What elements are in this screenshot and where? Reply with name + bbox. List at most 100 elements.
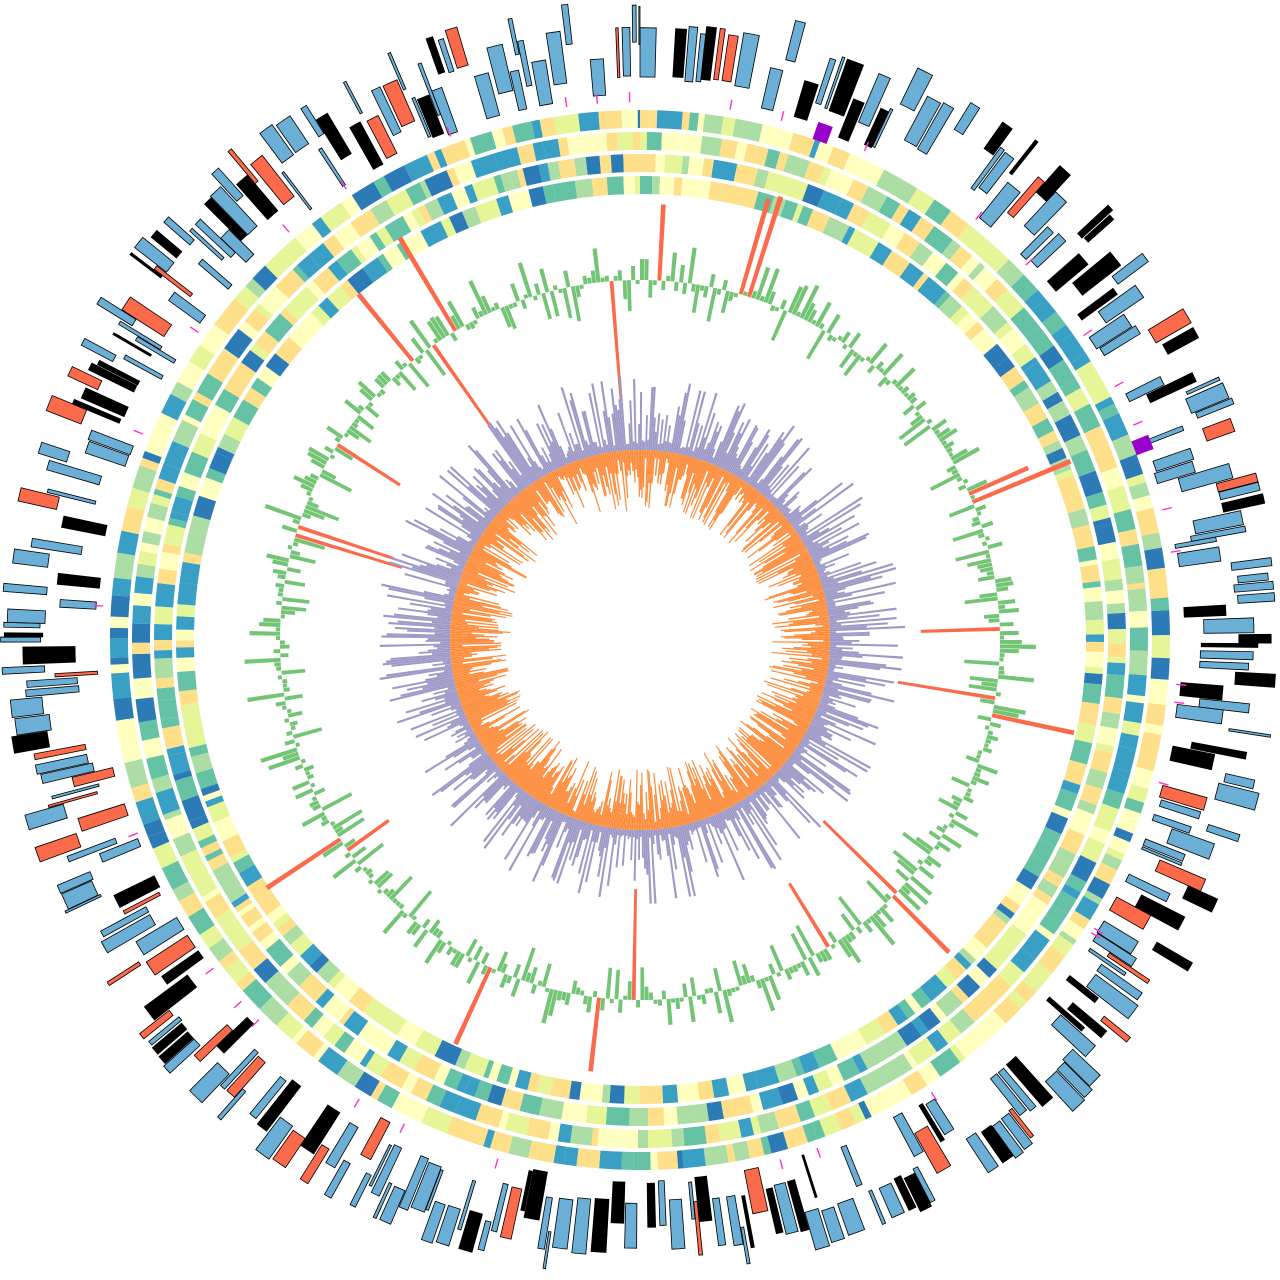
gene-block <box>1176 546 1222 568</box>
gc-inner-bar <box>735 763 758 791</box>
heatmap-cell <box>1039 826 1062 847</box>
skew-bar <box>962 478 969 484</box>
gene-block <box>477 1220 492 1252</box>
gc-inner-bar <box>719 488 756 536</box>
heatmap-cell <box>245 278 266 299</box>
gc-outer-bar <box>426 564 461 579</box>
heatmap-cell <box>200 840 221 857</box>
gc-inner-bar <box>488 524 520 549</box>
gene-block <box>1006 176 1046 219</box>
gc-inner-bar <box>688 813 693 824</box>
skew-bar <box>981 681 998 688</box>
skew-bar <box>998 670 1005 675</box>
skew-bar <box>952 446 981 465</box>
skew-bar <box>866 364 876 374</box>
heatmap-cell <box>1022 974 1041 993</box>
gc-outer-bar <box>430 607 453 613</box>
feature-tick <box>494 1158 499 1169</box>
heatmap-cell <box>303 1007 324 1028</box>
skew-bar <box>902 404 915 416</box>
heatmap-cell <box>351 245 367 264</box>
gene-block <box>129 252 163 279</box>
gc-inner-bar <box>594 455 606 497</box>
gene-block <box>300 1104 341 1155</box>
gc-outer-bar <box>708 448 716 464</box>
gc-inner-bar <box>551 471 564 492</box>
gc-outer-bar <box>598 827 612 898</box>
feature-tick <box>1161 506 1172 511</box>
gc-inner-bar <box>553 775 572 810</box>
gc-inner-bar <box>799 549 809 556</box>
skew-bar <box>272 559 289 567</box>
gc-outer-bar <box>829 657 842 660</box>
gc-outer-bar <box>703 818 708 825</box>
heatmap-cell <box>700 135 723 157</box>
gc-outer-bar <box>508 804 547 871</box>
gc-outer-bar <box>580 821 585 831</box>
heatmap-cell <box>184 723 207 749</box>
heatmap-cell <box>290 933 314 956</box>
gc-outer-bar <box>437 616 452 620</box>
skew-bar <box>946 465 957 474</box>
heatmap-cell <box>907 1037 937 1066</box>
heatmap-cell <box>276 1012 304 1040</box>
skew-bar <box>915 400 927 411</box>
skew-bar <box>466 960 481 985</box>
heatmap-cell <box>1081 682 1102 705</box>
heatmap-cell <box>703 1144 729 1166</box>
heatmap-cell <box>470 153 499 179</box>
gc-outer-bar <box>592 441 598 456</box>
gc-outer-bar <box>562 814 567 823</box>
heatmap-cell <box>183 451 209 479</box>
heatmap-cell <box>634 176 640 195</box>
gc-outer-bar <box>434 627 451 630</box>
gc-outer-bar <box>483 516 492 523</box>
heatmap-cell <box>113 552 135 580</box>
gene-block <box>590 1198 610 1253</box>
heatmap-cell <box>424 170 454 197</box>
gc-inner-bar <box>568 463 581 491</box>
gc-outer-bar <box>815 553 850 569</box>
gc-inner-bar <box>780 634 830 638</box>
heatmap-cell <box>448 211 469 234</box>
gc-outer-bar <box>502 779 513 790</box>
gc-inner-bar <box>680 790 691 824</box>
skew-bar <box>278 587 284 593</box>
skew-bar <box>623 995 628 1000</box>
heatmap-cell <box>579 1082 604 1103</box>
skew-bar <box>666 275 671 282</box>
gene-block <box>59 599 97 610</box>
gc-inner-bar <box>647 769 652 830</box>
heatmap-cell <box>999 328 1026 355</box>
heatmap-cell <box>701 158 714 178</box>
skew-bar <box>334 446 354 461</box>
gc-outer-bar <box>794 522 807 532</box>
heatmap-cell <box>673 177 683 196</box>
skew-bar <box>260 747 298 763</box>
gc-outer-bar <box>386 665 452 677</box>
gc-outer-bar <box>793 524 800 530</box>
gc-inner-bar <box>450 641 494 644</box>
gc-inner-bar <box>792 573 819 585</box>
gc-inner-bar <box>467 559 501 576</box>
gene-block <box>741 1195 755 1249</box>
heatmap-cell <box>574 157 588 177</box>
gc-outer-bar <box>829 648 843 651</box>
heatmap-cell <box>811 1119 826 1140</box>
gene-block <box>499 1186 523 1240</box>
heatmap-cell <box>647 1107 665 1126</box>
skew-bar <box>505 975 513 984</box>
heatmap-cell <box>563 1146 579 1167</box>
gc-outer-bar <box>688 823 694 835</box>
gc-inner-bar <box>778 570 818 587</box>
gc-inner-bar <box>520 748 553 789</box>
skew-bar <box>682 282 688 295</box>
gc-outer-bar <box>773 467 813 507</box>
skew-bar <box>266 553 290 563</box>
heatmap-cell <box>197 834 218 849</box>
skew-bar <box>979 566 994 573</box>
skew-bar <box>884 379 892 386</box>
gc-inner-bar <box>707 476 739 528</box>
heatmap-cell <box>733 163 759 187</box>
gc-inner-bar <box>607 452 617 495</box>
